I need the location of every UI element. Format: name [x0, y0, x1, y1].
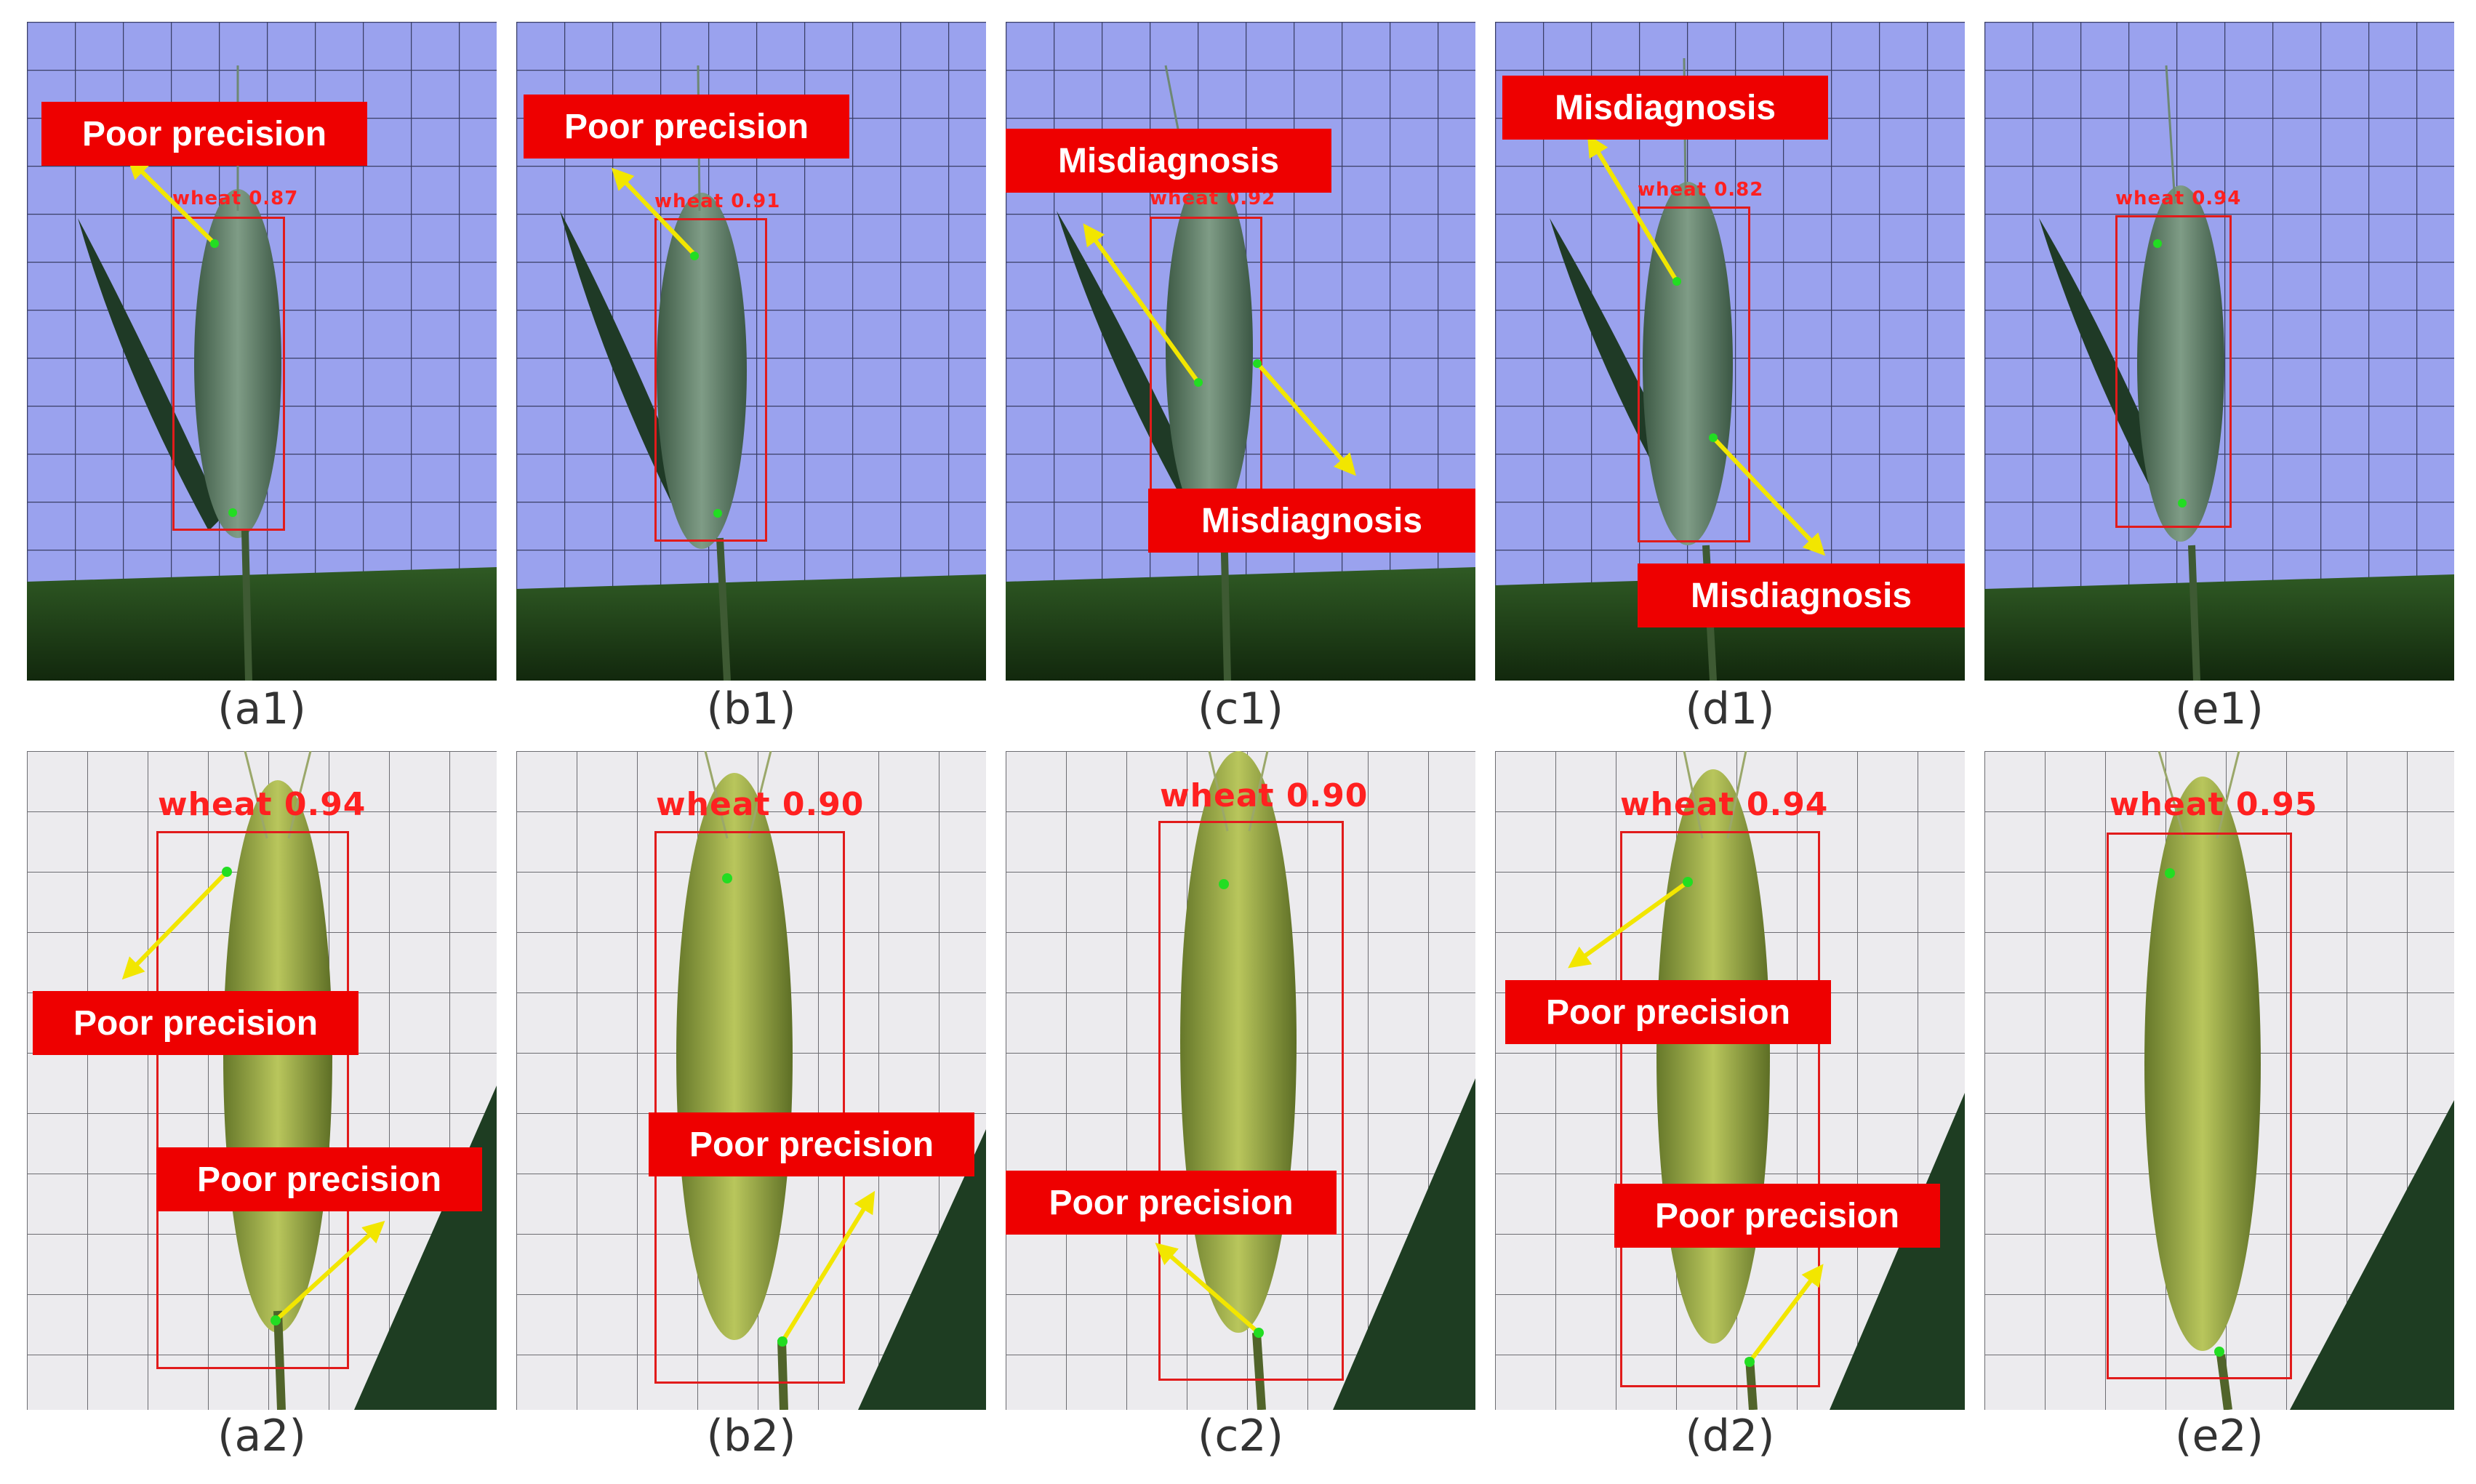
detection-box	[2107, 833, 2292, 1379]
detection-box	[156, 831, 349, 1369]
callout-label: Poor precision	[1505, 980, 1831, 1044]
panel-caption: (d2)	[1685, 1411, 1775, 1461]
panel-caption: (d1)	[1685, 683, 1775, 734]
panel-d1: wheat 0.82 Misdiagnosis Misdiagnosis	[1495, 22, 1965, 681]
callout-label: Misdiagnosis	[1006, 129, 1331, 193]
panel-caption: (a1)	[217, 683, 306, 734]
detection-label: wheat 0.94	[158, 786, 366, 823]
callout-label: Poor precision	[524, 95, 849, 159]
panel-caption: (a2)	[217, 1411, 306, 1461]
panel-a1: wheat 0.87 Poor precision	[27, 22, 497, 681]
detection-label: wheat 0.94	[2115, 188, 2242, 209]
callout-label: Poor precision	[41, 102, 367, 166]
detection-box	[1150, 217, 1262, 531]
detection-box	[1620, 831, 1820, 1387]
panel-b1: wheat 0.91 Poor precision	[516, 22, 986, 681]
detection-label: wheat 0.90	[656, 786, 865, 823]
detection-label: wheat 0.95	[2110, 786, 2318, 823]
panel-caption: (c2)	[1198, 1411, 1283, 1461]
detection-label: wheat 0.90	[1160, 777, 1369, 814]
callout-label: Misdiagnosis	[1502, 76, 1828, 140]
panel-c1: wheat 0.92 Misdiagnosis Misdiagnosis	[1006, 22, 1475, 681]
panel-b2: wheat 0.90 Poor precision	[516, 751, 986, 1410]
detection-box	[1158, 821, 1344, 1381]
callout-label: Poor precision	[1614, 1184, 1940, 1248]
wheat-photo-white	[1984, 751, 2454, 1410]
detection-label: wheat 0.91	[654, 190, 781, 212]
detection-label: wheat 0.82	[1638, 179, 1764, 201]
panel-caption: (b2)	[706, 1411, 796, 1461]
detection-label: wheat 0.94	[1620, 786, 1829, 823]
detection-box	[654, 218, 767, 542]
panel-a2: wheat 0.94 Poor precision Poor precision	[27, 751, 497, 1410]
callout-label: Misdiagnosis	[1638, 563, 1965, 627]
panel-caption: (c1)	[1198, 683, 1283, 734]
wheat-photo-white	[516, 751, 986, 1410]
wheat-photo-white	[1006, 751, 1475, 1410]
callout-label: Poor precision	[1006, 1171, 1337, 1235]
detection-box	[2115, 215, 2232, 528]
callout-label: Misdiagnosis	[1148, 489, 1475, 553]
detection-box	[654, 831, 845, 1384]
detection-box	[172, 217, 285, 531]
wheat-photo-blue	[1984, 22, 2454, 681]
detection-box	[1638, 206, 1750, 542]
panel-caption: (b1)	[706, 683, 796, 734]
callout-label: Poor precision	[156, 1147, 482, 1211]
detection-label: wheat 0.87	[172, 188, 299, 209]
panel-d2: wheat 0.94 Poor precision Poor precision	[1495, 751, 1965, 1410]
panel-caption: (e2)	[2175, 1411, 2264, 1461]
panel-caption: (e1)	[2175, 683, 2264, 734]
panel-c2: wheat 0.90 Poor precision	[1006, 751, 1475, 1410]
panel-e2: wheat 0.95	[1984, 751, 2454, 1410]
panel-e1: wheat 0.94	[1984, 22, 2454, 681]
callout-label: Poor precision	[33, 991, 358, 1055]
callout-label: Poor precision	[649, 1112, 974, 1176]
